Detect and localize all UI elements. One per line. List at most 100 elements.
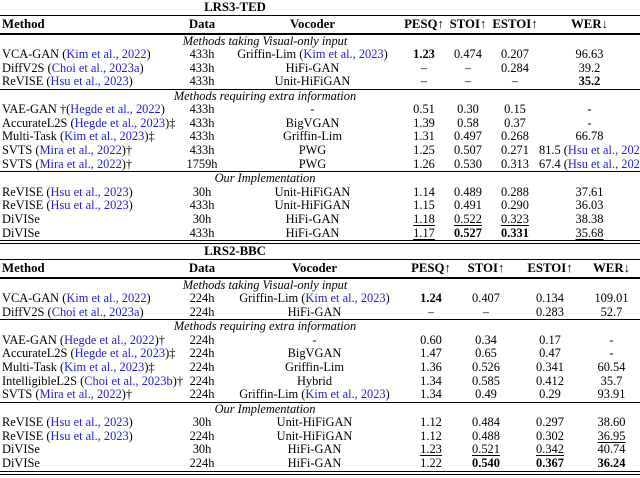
citation-link[interactable]: Hsu et al., 2023 — [50, 74, 129, 89]
citation-link[interactable]: Mira et al., 2022 — [39, 156, 122, 171]
cell-pesq: 1.24 — [407, 291, 455, 306]
cell-estoi: 0.283 — [517, 305, 583, 320]
citation-link[interactable]: Choi et al., 2023b — [84, 373, 173, 388]
text-run: 0.526 — [472, 360, 500, 374]
text-run: DiVISe — [2, 442, 40, 457]
column-header-vocoder: Vocoder — [222, 259, 407, 279]
text-run: 224h — [189, 373, 215, 388]
text-run: HiFi-GAN — [285, 225, 340, 240]
table-row: SVTS (Mira et al., 2022)† 224h Griffin-Lim… — [0, 387, 640, 402]
cell-pesq: 1.12 — [407, 415, 455, 430]
citation-link[interactable]: Hegde et al., 2022 — [70, 102, 161, 117]
cell-vocoder: - — [222, 102, 403, 117]
text-run: VAE-GAN †( — [2, 102, 71, 117]
cell-pesq: 1.31 — [403, 130, 445, 144]
section-header: Methods taking Visual-only input — [182, 33, 348, 48]
text-run: 433h — [189, 74, 215, 89]
text-run: 0.521 — [472, 442, 500, 457]
text-run: 35.2 — [578, 74, 601, 89]
cell-estoi: 0.367 — [517, 456, 583, 471]
table-row: IntelligibleL2S (Choi et al., 2023b)† 224… — [0, 373, 640, 389]
cell-data: 433h — [182, 61, 222, 76]
cell-pesq: 1.18 — [403, 212, 445, 227]
text-run: 0.271 — [501, 143, 529, 158]
text-run: ) — [146, 47, 151, 61]
citation-link[interactable]: Mira et al., 2022 — [39, 387, 122, 402]
text-run: ) — [128, 428, 133, 443]
text-run: Griffin-Lim — [285, 360, 344, 374]
table-row: ReVISE (Hsu et al., 2023) 433h Unit-HiFiGA… — [0, 74, 640, 89]
cell-pesq: 1.25 — [403, 143, 445, 158]
citation-link[interactable]: Kim et al., 2023 — [305, 291, 386, 306]
cell-stoi: – — [445, 74, 491, 89]
text-run: 0.491 — [454, 198, 482, 213]
cell-pesq: 1.12 — [407, 429, 455, 444]
citation-link[interactable]: Hsu et al., 2023 — [50, 198, 129, 213]
text-run: 433h — [189, 143, 215, 158]
cell-data: 224h — [182, 333, 222, 348]
text-run: – — [482, 304, 490, 319]
text-run: HiFi-GAN — [285, 60, 340, 75]
table-bottom-rule — [0, 470, 640, 475]
cell-method: DiVISe — [0, 443, 182, 457]
cell-data: 224h — [182, 456, 222, 471]
cell-vocoder: BigVGAN — [222, 116, 403, 131]
text-run: 0.284 — [501, 60, 529, 75]
text-run: – — [427, 304, 435, 319]
citation-link[interactable]: Hsu et al., 2023 — [50, 415, 129, 430]
text-run: 0.51 — [413, 102, 435, 117]
text-run: )† — [154, 332, 165, 347]
citation-link[interactable]: Kim et al., 2023 — [305, 387, 386, 402]
citation-link[interactable]: Hsu et al., 2023 — [567, 156, 640, 171]
section-header: Methods requiring extra information — [0, 88, 640, 104]
citation-link[interactable]: Mira et al., 2022 — [39, 143, 122, 158]
text-run: 0.134 — [536, 291, 564, 306]
cell-data: 30h — [182, 212, 222, 227]
cell-wer: 96.63 — [539, 47, 640, 62]
citation-link[interactable]: Kim et al., 2023 — [64, 129, 145, 144]
cell-pesq: 1.17 — [403, 226, 445, 241]
cell-estoi: 0.342 — [517, 443, 583, 457]
text-run: )† — [121, 387, 133, 402]
citation-link[interactable]: Hsu et al., 2023 — [567, 143, 640, 158]
cell-pesq: 1.23 — [403, 47, 445, 62]
citation-link[interactable]: Choi et al., 2023a — [51, 60, 140, 75]
cell-stoi: 0.58 — [445, 116, 491, 131]
citation-link[interactable]: Hegde et al., 2022 — [64, 332, 155, 347]
cell-stoi: 0.491 — [445, 199, 491, 213]
text-run: 0.290 — [501, 198, 529, 213]
cell-method: ReVISE (Hsu et al., 2023) — [0, 184, 182, 200]
citation-link[interactable]: Hegde et al., 2023 — [74, 115, 166, 130]
column-header-estoi: ESTOI↑ — [491, 15, 539, 35]
text-run: 0.489 — [454, 184, 482, 199]
citation-link[interactable]: Hegde et al., 2023 — [74, 346, 166, 361]
text-run: 0.497 — [454, 129, 482, 144]
text-run: – — [464, 74, 472, 89]
cell-stoi: 0.489 — [445, 184, 491, 200]
cell-data: 433h — [182, 47, 222, 62]
citation-link[interactable]: Kim et al., 2023 — [303, 47, 384, 61]
cell-method: AccurateL2S (Hegde et al., 2023)‡ — [0, 347, 182, 361]
cell-stoi: 0.526 — [455, 360, 517, 375]
citation-link[interactable]: Hsu et al., 2023 — [50, 428, 129, 443]
cell-data: 224h — [182, 387, 222, 402]
cell-wer: 36.95 — [583, 429, 640, 444]
text-run: 433h — [189, 102, 215, 117]
text-run: 224h — [189, 360, 215, 374]
citation-link[interactable]: Kim et al., 2023 — [64, 360, 145, 374]
citation-link[interactable]: Hsu et al., 2023 — [50, 184, 129, 199]
text-run: ) — [383, 47, 388, 61]
cell-stoi: – — [455, 304, 517, 320]
text-run: 0.288 — [501, 184, 529, 199]
citation-link[interactable]: Choi et al., 2023a — [51, 304, 140, 319]
column-header-wer: WER↓ — [539, 15, 640, 35]
cell-stoi: 0.49 — [455, 387, 517, 402]
text-run: )‡ — [165, 115, 176, 130]
citation-link[interactable]: Kim et al., 2022 — [66, 47, 147, 61]
cell-data: 433h — [182, 116, 222, 131]
text-run: AccurateL2S ( — [2, 115, 75, 130]
citation-link[interactable]: Kim et al., 2022 — [66, 291, 147, 306]
text-run: DiVISe — [2, 456, 40, 471]
cell-vocoder: Griffin-Lim (Kim et al., 2023) — [222, 291, 407, 306]
